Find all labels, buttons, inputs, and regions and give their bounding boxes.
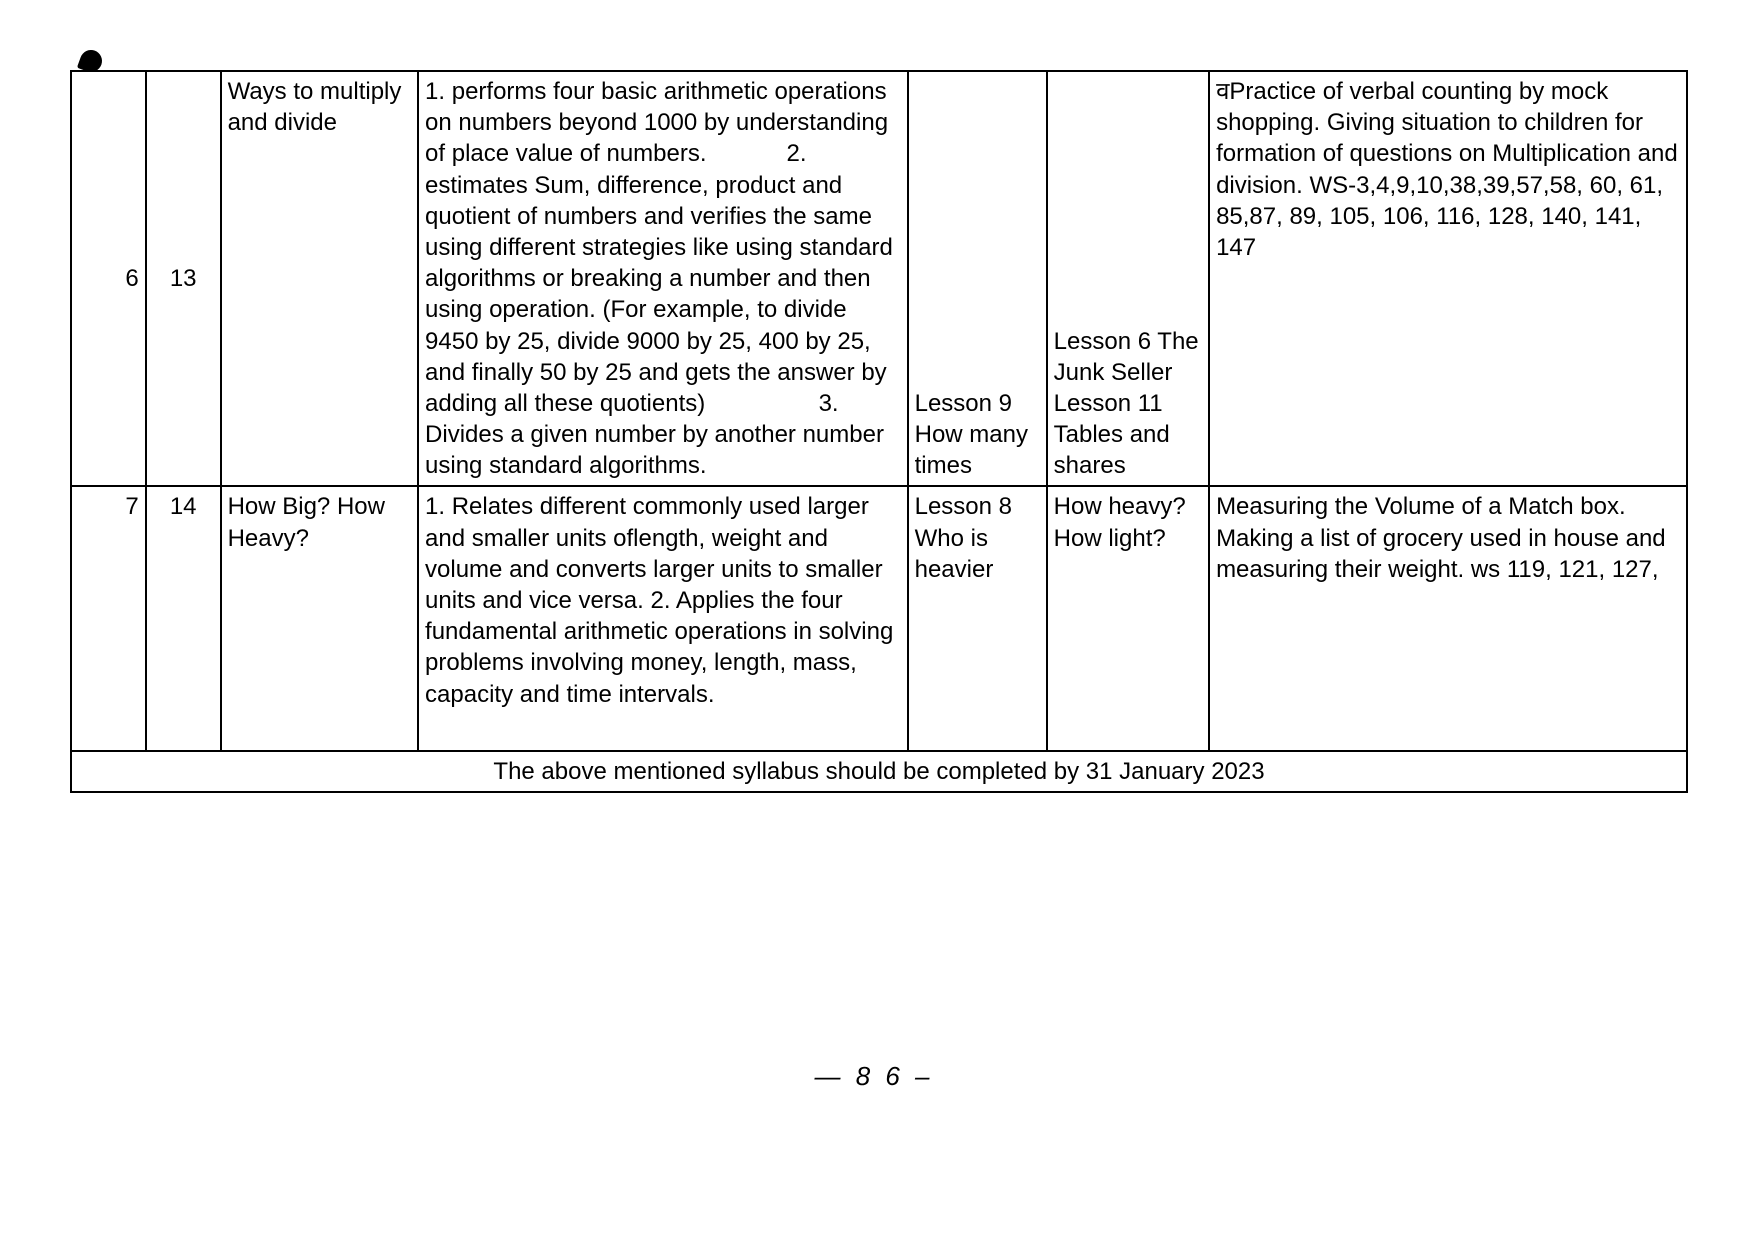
table-row: 7 14 How Big? How Heavy? 1. Relates diff…: [71, 486, 1687, 750]
cell-lesson-a: Lesson 9 How many times: [908, 71, 1047, 486]
cell-activities: वPractice of verbal counting by mock sho…: [1209, 71, 1687, 486]
cell-lesson-b: Lesson 6 The Junk Seller Lesson 11 Table…: [1047, 71, 1209, 486]
document-page: 6 13 Ways to multiply and divide 1. perf…: [0, 0, 1748, 793]
cell-activities: Measuring the Volume of a Match box. Mak…: [1209, 486, 1687, 750]
cell-chapter: 13: [146, 71, 221, 486]
cell-outcomes: 1. Relates different commonly used large…: [418, 486, 908, 750]
cell-serial: 6: [71, 71, 146, 486]
cell-outcomes: 1. performs four basic arithmetic operat…: [418, 71, 908, 486]
cell-lesson-a: Lesson 8 Who is heavier: [908, 486, 1047, 750]
table-row: 6 13 Ways to multiply and divide 1. perf…: [71, 71, 1687, 486]
cell-chapter: 14: [146, 486, 221, 750]
footer-note: The above mentioned syllabus should be c…: [71, 751, 1687, 792]
cell-topic: Ways to multiply and divide: [221, 71, 418, 486]
table-footer-row: The above mentioned syllabus should be c…: [71, 751, 1687, 792]
cell-lesson-b: How heavy? How light?: [1047, 486, 1209, 750]
cell-topic: How Big? How Heavy?: [221, 486, 418, 750]
page-number: — 8 6 –: [0, 1061, 1748, 1092]
cell-serial: 7: [71, 486, 146, 750]
syllabus-table: 6 13 Ways to multiply and divide 1. perf…: [70, 70, 1688, 793]
